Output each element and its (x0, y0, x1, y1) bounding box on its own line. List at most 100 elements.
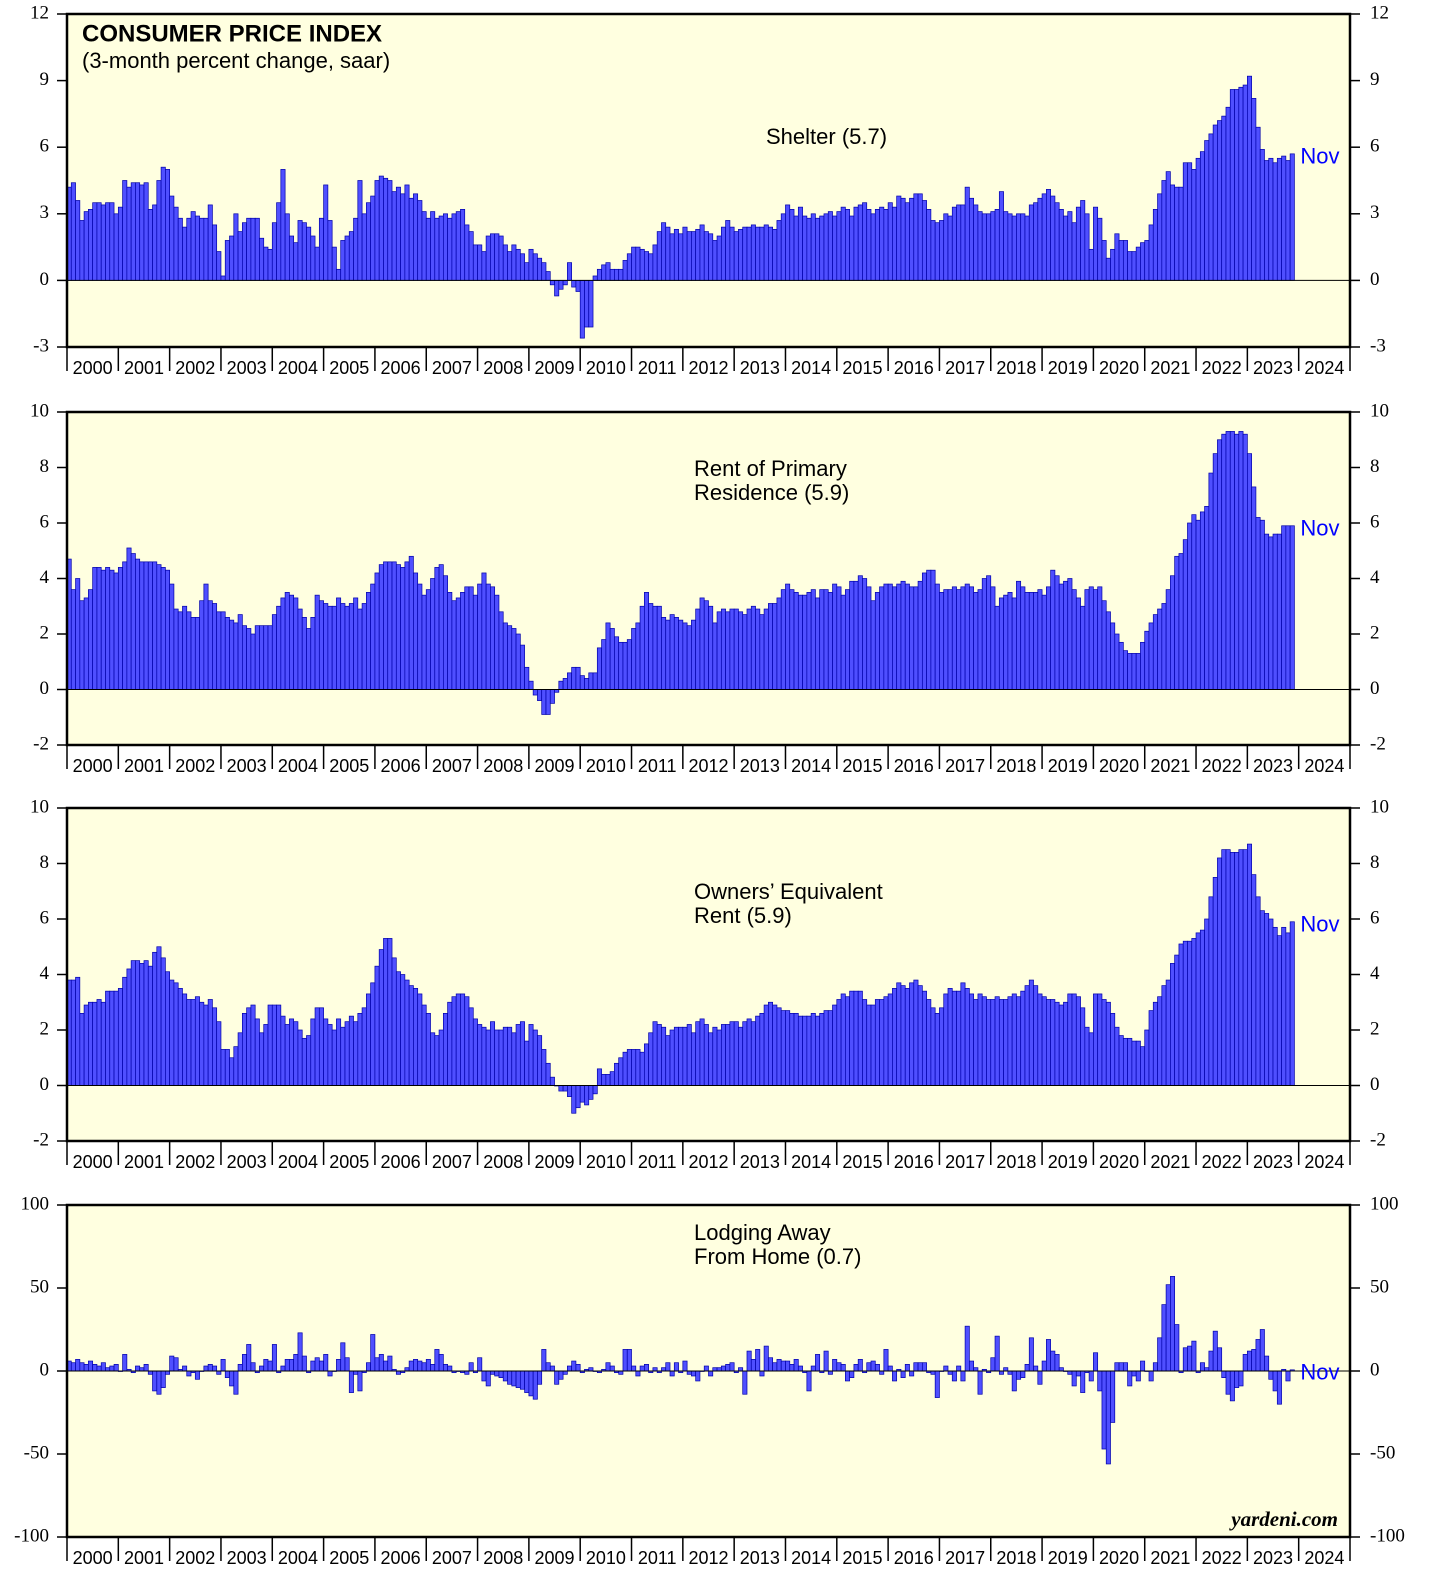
bar (276, 1004, 282, 1086)
bar (870, 1360, 876, 1372)
x-tick-label: 2009 (535, 756, 575, 776)
bar (1148, 622, 1154, 690)
bar (1007, 996, 1013, 1086)
bar (759, 1012, 765, 1086)
bar (969, 197, 975, 281)
bar (708, 1032, 714, 1086)
bar (541, 262, 547, 281)
bar (1054, 1354, 1060, 1372)
x-tick-label: 2021 (1150, 1152, 1190, 1172)
bar (1110, 622, 1116, 690)
bar (618, 268, 624, 281)
x-tick-label: 2024 (1304, 358, 1344, 378)
bar (1195, 519, 1201, 690)
bar (571, 666, 577, 690)
bar (682, 226, 688, 281)
bar (233, 1370, 239, 1395)
bar (528, 1024, 534, 1086)
bar (656, 231, 662, 281)
bar (1071, 1370, 1077, 1387)
bar (117, 988, 123, 1086)
bar (100, 1362, 106, 1372)
bar (1037, 993, 1043, 1086)
bar (1152, 209, 1158, 281)
x-tick-label: 2008 (483, 1548, 523, 1568)
bar (1191, 514, 1197, 690)
bar (584, 678, 590, 690)
bar (1161, 1304, 1167, 1372)
bar (421, 211, 427, 281)
x-tick-label: 2024 (1304, 1152, 1344, 1172)
bar (220, 1359, 226, 1372)
bar (451, 996, 457, 1086)
bar (117, 567, 123, 690)
x-tick-label: 2008 (483, 756, 523, 776)
bar (417, 1360, 423, 1372)
bar (387, 561, 393, 690)
bar (79, 600, 85, 690)
annotation: Nov (1300, 1360, 1339, 1385)
bar (528, 248, 534, 281)
x-tick-label: 2012 (688, 1548, 728, 1568)
bar (1054, 575, 1060, 690)
bar (135, 558, 141, 690)
bar (152, 951, 158, 1086)
bar (951, 206, 957, 281)
bar (1127, 1037, 1133, 1086)
bar (1272, 162, 1278, 281)
bar (284, 213, 290, 281)
x-tick-label: 2005 (329, 756, 369, 776)
bar (806, 1370, 812, 1392)
bar (361, 1007, 367, 1086)
bar (348, 231, 354, 281)
bar (643, 592, 649, 690)
panel: -2 -2 0 0 2 2 4 4 6 6 8 8 10 10 2000 2001 2002 2003 2004 20… (30, 796, 1389, 1171)
bar (524, 666, 530, 690)
bar (1238, 1370, 1244, 1387)
bar (1229, 89, 1235, 281)
bar (370, 583, 376, 690)
bar (823, 1010, 829, 1086)
bar (391, 561, 397, 690)
bar (883, 996, 889, 1086)
bar (177, 217, 183, 281)
bar (229, 235, 235, 281)
x-tick-label: 2023 (1253, 756, 1293, 776)
x-tick-label: 2013 (740, 756, 780, 776)
x-tick-label: 2024 (1304, 1548, 1344, 1568)
bar (840, 993, 846, 1086)
bar (840, 206, 846, 281)
bar (229, 619, 235, 690)
x-tick-label: 2018 (996, 358, 1036, 378)
bar (314, 1007, 320, 1086)
bar (973, 592, 979, 690)
bar (301, 616, 307, 690)
bar (1234, 433, 1240, 690)
bar (635, 1049, 641, 1086)
bar (648, 1032, 654, 1086)
bar (883, 209, 889, 281)
y-tick-label: 2 (40, 622, 50, 643)
bar (1071, 222, 1077, 281)
bar (575, 666, 581, 690)
bar (1075, 1370, 1081, 1377)
bar (964, 583, 970, 690)
bar (772, 603, 778, 690)
bar (772, 1004, 778, 1086)
bar (1020, 213, 1026, 281)
bar (1268, 536, 1274, 690)
bar (113, 572, 119, 690)
bar (216, 611, 222, 690)
bar (1221, 1370, 1227, 1378)
bar (1024, 1364, 1030, 1372)
bar (1281, 525, 1287, 690)
bar (519, 1021, 525, 1086)
bar (1110, 1370, 1116, 1423)
bar (481, 1026, 487, 1086)
y-tick-label: 9 (1370, 69, 1380, 90)
bar (648, 603, 654, 690)
bar (1093, 206, 1099, 281)
bar (819, 215, 825, 281)
bar (434, 217, 440, 281)
bar (622, 1051, 628, 1086)
